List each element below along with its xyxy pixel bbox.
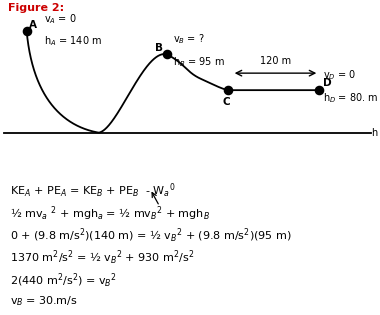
Text: 0 + (9.8 m/s$^2$)(140 m) = ½ v$_B$$^2$ + (9.8 m/s$^2$)(95 m): 0 + (9.8 m/s$^2$)(140 m) = ½ v$_B$$^2$ +…: [10, 226, 291, 245]
Text: D: D: [323, 78, 332, 89]
Point: [164, 52, 170, 57]
Text: Figure 2:: Figure 2:: [8, 3, 64, 13]
Point: [225, 88, 231, 93]
Text: h$_A$ = 140 m: h$_A$ = 140 m: [44, 34, 102, 48]
Text: A: A: [28, 20, 36, 30]
Point: [24, 28, 30, 33]
Text: v$_B$ = 30.m/s: v$_B$ = 30.m/s: [10, 294, 77, 308]
Text: h = 0: h = 0: [372, 128, 380, 138]
Text: 1370 m$^2$/s$^2$ = ½ v$_B$$^2$ + 930 m$^2$/s$^2$: 1370 m$^2$/s$^2$ = ½ v$_B$$^2$ + 930 m$^…: [10, 249, 194, 267]
Text: ½ mv$_a$ $^2$ + mgh$_a$ = ½ mv$_B$$^2$ + mgh$_B$: ½ mv$_a$ $^2$ + mgh$_a$ = ½ mv$_B$$^2$ +…: [10, 204, 209, 223]
Text: C: C: [222, 97, 230, 107]
Text: 120 m: 120 m: [260, 56, 291, 66]
Text: v$_A$ = 0: v$_A$ = 0: [44, 12, 76, 26]
Text: v$_D$ = 0: v$_D$ = 0: [323, 69, 356, 83]
Text: B: B: [155, 43, 163, 53]
Point: [316, 88, 322, 93]
Text: KE$_A$ + PE$_A$ = KE$_B$ + PE$_B$  - W$_{a}$$^{0}$: KE$_A$ + PE$_A$ = KE$_B$ + PE$_B$ - W$_{…: [10, 182, 175, 200]
Text: h$_D$ = 80. m: h$_D$ = 80. m: [323, 91, 378, 105]
Text: v$_B$ = ?: v$_B$ = ?: [173, 32, 204, 46]
Text: h$_B$ = 95 m: h$_B$ = 95 m: [173, 55, 225, 69]
Text: 2(440 m$^2$/s$^2$) = v$_B$$^2$: 2(440 m$^2$/s$^2$) = v$_B$$^2$: [10, 272, 116, 290]
